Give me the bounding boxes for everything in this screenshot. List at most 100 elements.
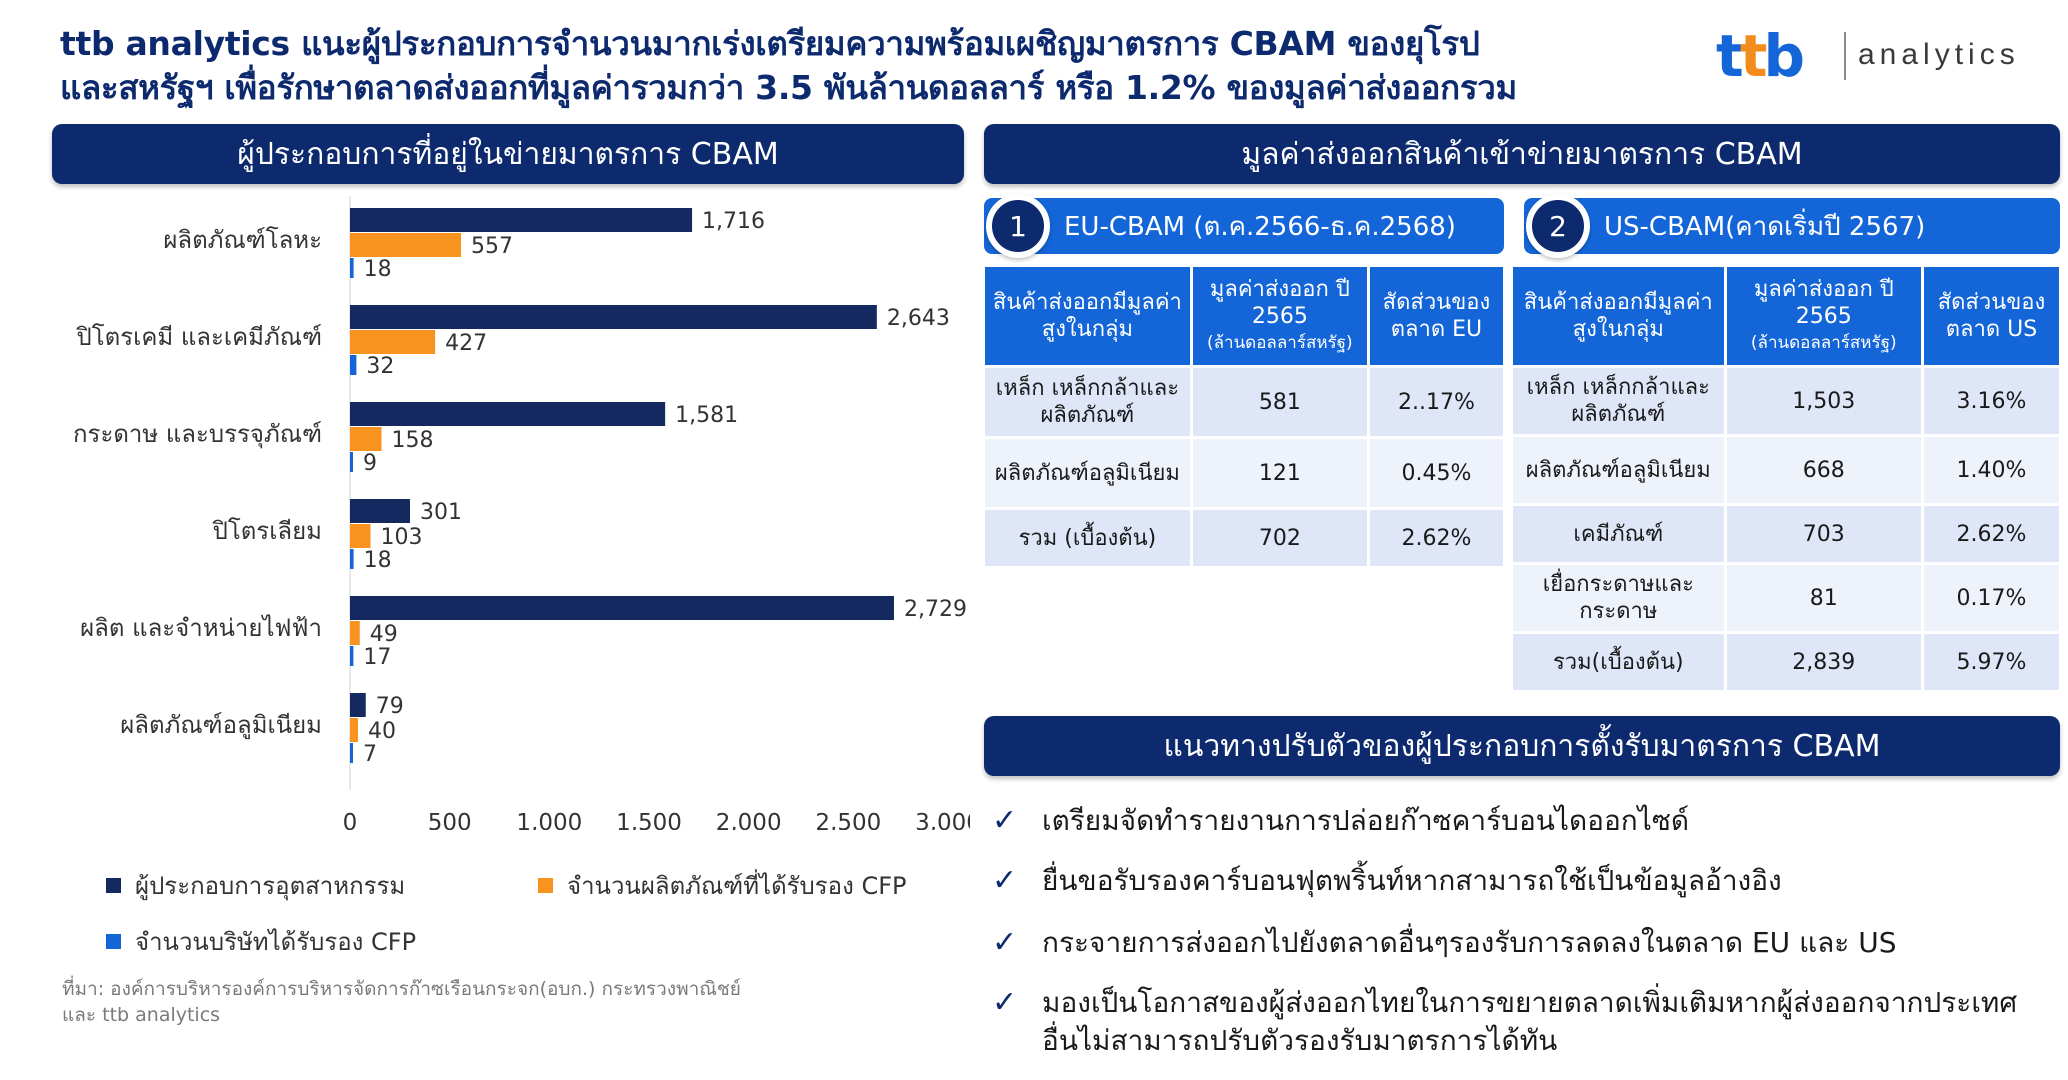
us-table-header-row: สินค้าส่งออกมีมูลค่าสูงในกลุ่ม มูลค่าส่ง…	[1513, 267, 2059, 365]
category-label: กระดาษ และบรรจุภัณฑ์	[73, 420, 322, 449]
bar-cfp-companies	[350, 549, 354, 569]
eu-row-2-value: 121	[1192, 439, 1367, 507]
us-row-2-product: ผลิตภัณฑ์อลูมิเนียม	[1513, 437, 1724, 503]
source-line-1: ที่มา: องค์การบริหารองค์การบริหารจัดการก…	[62, 978, 741, 1000]
eu-total-share: 2.62%	[1369, 510, 1503, 566]
bar-cfp-companies	[350, 258, 354, 278]
check-icon: ✓	[992, 985, 1018, 1020]
legend-swatch-cfp-companies	[106, 934, 121, 949]
check-icon: ✓	[992, 863, 1018, 898]
guideline-text: มองเป็นโอกาสของผู้ส่งออกไทยในการขยายตลาด…	[1042, 986, 2018, 1057]
us-row-3-value: 703	[1726, 506, 1921, 562]
eu-col-product: สินค้าส่งออกมีมูลค่าสูงในกลุ่ม	[985, 267, 1190, 365]
source-note: ที่มา: องค์การบริหารองค์การบริหารจัดการก…	[62, 976, 922, 1028]
guideline-text: กระจายการส่งออกไปยังตลาดอื่นๆรองรับการลด…	[1042, 926, 1897, 959]
category-label: ผลิตภัณฑ์อลูมิเนียม	[120, 711, 322, 740]
right-panel-title: มูลค่าส่งออกสินค้าเข้าข่ายมาตรการ CBAM	[1241, 136, 1803, 172]
check-icon: ✓	[992, 925, 1018, 960]
brand-logo: ttb analytics	[1716, 22, 2056, 92]
us-row-3-product: เคมีภัณฑ์	[1513, 506, 1724, 562]
bar-cfp-products	[350, 524, 371, 548]
us-table-row: ผลิตภัณฑ์อลูมิเนียม 668 1.40%	[1513, 437, 2059, 503]
us-row-4-share: 0.17%	[1923, 565, 2059, 631]
right-panel-banner: มูลค่าส่งออกสินค้าเข้าข่ายมาตรการ CBAM	[984, 124, 2060, 184]
us-row-1-share: 3.16%	[1923, 368, 2059, 434]
us-col-share: สัดส่วนของตลาด US	[1923, 267, 2059, 365]
legend-item-cfp-companies: จำนวนบริษัทได้รับรอง CFP	[106, 922, 416, 961]
guideline-text: ยื่นขอรับรองคาร์บอนฟุตพริ้นท์หากสามารถใช…	[1042, 864, 1782, 897]
data-label-cfp-products: 557	[471, 234, 513, 259]
bar-chart: ผลิตภัณฑ์โลหะ 1,716 557 18 ปิโตรเคมี และเคมี…	[73, 196, 970, 830]
us-row-1-product: เหล็ก เหล็กกล้าและผลิตภัณฑ์	[1513, 368, 1724, 434]
data-label-industry: 2,729	[904, 597, 967, 622]
data-label-cfp-companies: 18	[364, 257, 392, 282]
eu-table-total-row: รวม (เบื้องต้น) 702 2.62%	[985, 510, 1503, 566]
bar-industry	[350, 402, 666, 426]
guideline-item: ✓ มองเป็นโอกาสของผู้ส่งออกไทยในการขยายตล…	[992, 984, 2052, 1060]
brand-mark: ttb	[1716, 22, 1805, 90]
us-table-row: เยื่อกระดาษและกระดาษ 81 0.17%	[1513, 565, 2059, 631]
data-label-industry: 1,581	[675, 403, 738, 428]
bar-industry	[350, 596, 894, 620]
us-table: สินค้าส่งออกมีมูลค่าสูงในกลุ่ม มูลค่าส่ง…	[1510, 264, 2062, 693]
eu-cbam-title: EU-CBAM (ต.ค.2566-ธ.ค.2568)	[1064, 211, 1456, 242]
bar-cfp-products	[350, 427, 382, 451]
eu-col-value-unit: (ล้านดอลลาร์สหรัฐ)	[1206, 332, 1353, 353]
source-line-2: และ ttb analytics	[62, 1004, 221, 1026]
bar-cfp-products	[350, 233, 462, 257]
us-row-1-value: 1,503	[1726, 368, 1921, 434]
category-label: ผลิต และจำหน่ายไฟฟ้า	[80, 614, 322, 642]
bar-industry	[350, 499, 410, 523]
category-label: ปิโตรเลียม	[211, 517, 322, 545]
bar-cfp-products	[350, 718, 358, 742]
x-tick-label: 0	[343, 810, 358, 830]
guideline-text: เตรียมจัดทำรายงานการปล่อยก๊าซคาร์บอนไดออ…	[1042, 804, 1690, 837]
x-tick-label: 500	[428, 810, 472, 830]
eu-table: สินค้าส่งออกมีมูลค่าสูงในกลุ่ม มูลค่าส่ง…	[982, 264, 1506, 569]
eu-col-value-label: มูลค่าส่งออก ปี 2565	[1209, 276, 1350, 329]
data-label-cfp-products: 427	[445, 331, 487, 356]
data-label-cfp-companies: 17	[363, 645, 391, 670]
us-col-value: มูลค่าส่งออก ปี 2565 (ล้านดอลลาร์สหรัฐ)	[1726, 267, 1921, 365]
check-icon: ✓	[992, 803, 1018, 838]
page-headline: ttb analytics แนะผู้ประกอบการจำนวนมากเร่…	[60, 22, 1680, 110]
data-label-cfp-companies: 9	[363, 451, 377, 476]
legend-swatch-cfp-products	[538, 878, 553, 893]
bar-industry	[350, 305, 877, 329]
data-label-industry: 79	[376, 694, 404, 719]
data-label-industry: 1,716	[702, 209, 765, 234]
us-total-value: 2,839	[1726, 634, 1921, 690]
us-row-2-share: 1.40%	[1923, 437, 2059, 503]
bar-cfp-companies	[350, 355, 357, 375]
left-panel-title: ผู้ประกอบการที่อยู่ในข่ายมาตรการ CBAM	[237, 136, 779, 172]
legend-item-industry: ผู้ประกอบการอุตสาหกรรม	[106, 866, 405, 905]
legend-label-industry: ผู้ประกอบการอุตสาหกรรม	[135, 872, 406, 900]
us-table-total-row: รวม(เบื้องต้น) 2,839 5.97%	[1513, 634, 2059, 690]
data-label-cfp-companies: 7	[363, 742, 377, 767]
x-tick-label: 2,000	[716, 810, 782, 830]
us-row-2-value: 668	[1726, 437, 1921, 503]
eu-total-label: รวม (เบื้องต้น)	[985, 510, 1190, 566]
brand-divider	[1844, 32, 1846, 80]
data-label-cfp-products: 158	[391, 428, 433, 453]
legend-label-cfp-products: จำนวนผลิตภัณฑ์ที่ได้รับรอง CFP	[567, 872, 907, 900]
eu-col-value: มูลค่าส่งออก ปี 2565 (ล้านดอลลาร์สหรัฐ)	[1192, 267, 1367, 365]
x-tick-label: 1,500	[616, 810, 682, 830]
guideline-item: ✓ ยื่นขอรับรองคาร์บอนฟุตพริ้นท์หากสามารถ…	[992, 862, 2052, 900]
bar-cfp-companies	[350, 452, 353, 472]
eu-table-row: ผลิตภัณฑ์อลูมิเนียม 121 0.45%	[985, 439, 1503, 507]
bar-cfp-companies	[350, 646, 354, 666]
bar-cfp-companies	[350, 743, 353, 763]
us-col-product: สินค้าส่งออกมีมูลค่าสูงในกลุ่ม	[1513, 267, 1724, 365]
us-row-4-value: 81	[1726, 565, 1921, 631]
us-total-label: รวม(เบื้องต้น)	[1513, 634, 1724, 690]
category-label: ผลิตภัณฑ์โลหะ	[163, 226, 322, 254]
guidelines-title: แนวทางปรับตัวของผู้ประกอบการตั้งรับมาตรก…	[1163, 728, 1881, 764]
us-number-badge: 2	[1526, 194, 1590, 258]
bar-industry	[350, 208, 693, 232]
eu-row-2-share: 0.45%	[1369, 439, 1503, 507]
us-cbam-header: 2 US-CBAM(คาดเริ่มปี 2567)	[1524, 194, 2060, 258]
data-label-cfp-companies: 18	[364, 548, 392, 573]
us-table-row: เหล็ก เหล็กกล้าและผลิตภัณฑ์ 1,503 3.16%	[1513, 368, 2059, 434]
category-label: ปิโตรเคมี และเคมีภัณฑ์	[75, 323, 322, 351]
